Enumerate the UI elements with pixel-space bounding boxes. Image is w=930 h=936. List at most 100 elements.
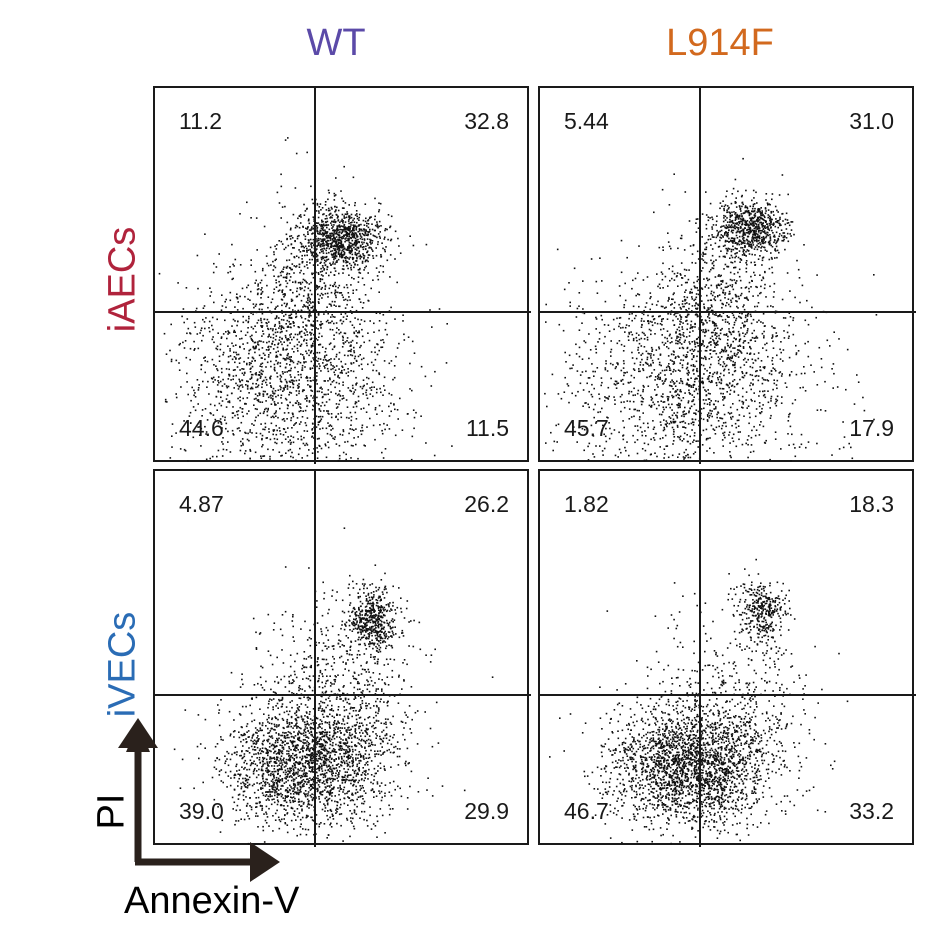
event-point [706,450,708,452]
event-point [337,286,339,289]
event-point [719,387,721,390]
event-point [711,415,713,418]
event-point [290,367,292,370]
event-point [734,219,737,221]
event-point [770,223,772,225]
event-point [742,203,744,206]
event-point [688,389,690,391]
event-point [294,281,297,284]
event-point [746,439,749,441]
event-point [639,426,642,429]
event-point [659,323,662,325]
event-point [752,233,754,236]
event-point [650,353,652,355]
event-point [644,361,647,364]
event-point [371,223,373,225]
event-point [379,202,382,205]
event-point [374,218,376,221]
event-point [740,226,742,229]
event-point [282,327,285,329]
event-point [270,416,273,419]
event-point [263,318,266,320]
event-point [742,228,744,231]
event-point [324,218,327,220]
event-point [617,456,619,458]
event-point [204,425,206,428]
event-point [685,412,688,415]
event-point [650,329,652,332]
event-point [761,407,763,410]
event-point [803,244,805,246]
event-point [355,405,358,408]
event-point [667,355,670,357]
event-point [348,262,351,265]
event-point [614,403,616,405]
event-point [782,220,784,222]
event-point [305,424,308,427]
event-point [765,193,768,195]
event-point [310,389,312,392]
event-point [628,392,630,395]
event-point [722,432,724,435]
event-point [358,298,361,301]
event-point [746,407,748,409]
event-point [668,204,671,206]
event-point [704,368,706,370]
event-point [249,450,252,452]
event-point [321,346,324,348]
event-point [598,397,601,400]
event-point [248,362,251,364]
event-point [218,253,220,255]
event-point [291,379,294,381]
event-point [320,405,322,407]
event-point [641,396,643,399]
event-point [710,363,712,366]
event-point [270,397,272,399]
event-point [754,254,756,256]
event-point [651,321,653,323]
event-point [347,354,349,357]
event-point [716,413,718,416]
event-point [731,240,734,242]
event-point [289,314,292,317]
event-point [189,358,191,361]
event-point [683,335,685,338]
event-point [741,312,743,315]
event-point [649,355,652,357]
event-point [359,354,361,356]
event-point [282,349,285,351]
event-point [310,344,313,347]
event-point [700,417,702,420]
event-point [327,446,330,449]
event-point [610,355,612,357]
event-point [341,207,344,209]
event-point [380,225,382,227]
event-point [332,427,334,430]
event-point [280,217,282,219]
event-point [275,404,277,406]
event-point [707,376,710,378]
event-point [365,391,367,394]
event-point [297,453,300,456]
event-point [747,249,750,252]
event-point [358,216,360,219]
event-point [662,401,665,403]
event-point [691,261,693,264]
event-point [301,354,304,356]
event-point [680,284,683,286]
event-point [759,212,762,215]
event-point [356,235,358,237]
event-point [284,438,287,440]
event-point [743,374,746,377]
event-point [280,386,282,389]
event-point [358,228,361,231]
event-point [643,320,645,322]
event-point [342,451,345,454]
event-point [349,428,351,430]
event-point [294,304,296,307]
event-point [761,214,764,217]
event-point [329,262,331,265]
event-point [678,347,681,349]
event-point [742,359,745,361]
event-point [347,246,349,248]
